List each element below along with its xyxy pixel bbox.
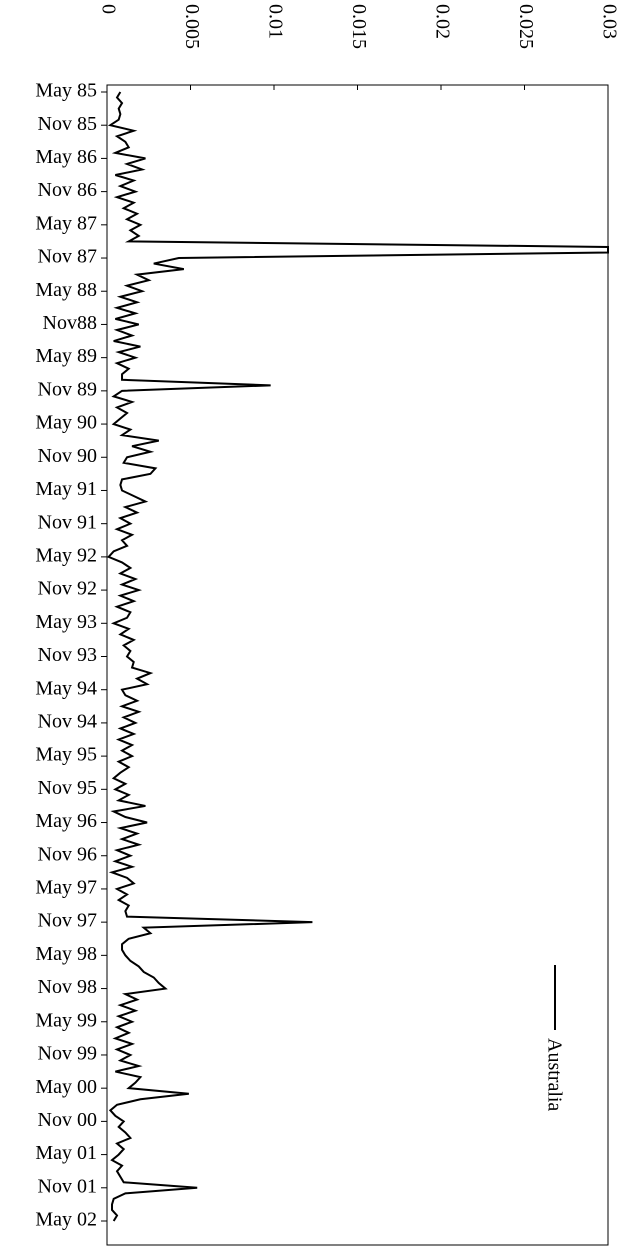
x-tick-label: Nov 96 [38, 843, 97, 865]
x-tick-label: May 92 [35, 544, 97, 566]
x-tick-label: May 96 [35, 810, 97, 832]
x-tick-label: Nov 85 [38, 113, 97, 135]
x-tick-label: May 89 [35, 345, 97, 367]
x-tick-label: May 00 [35, 1076, 97, 1098]
x-tick-label: Nov 95 [38, 777, 97, 799]
y-tick-label: 0 [97, 4, 119, 14]
x-tick-label: Nov 93 [38, 644, 97, 666]
y-tick-label: 0.03 [598, 4, 620, 39]
y-tick-label: 0.015 [348, 4, 370, 49]
y-tick-label: 0.005 [181, 4, 203, 49]
y-tick-label: 0.025 [515, 4, 537, 49]
x-tick-label: May 91 [35, 478, 97, 500]
x-tick-label: May 98 [35, 943, 97, 965]
x-tick-label: May 01 [35, 1142, 97, 1164]
x-tick-label: Nov88 [43, 312, 97, 334]
x-tick-label: May 97 [35, 877, 97, 899]
x-tick-label: Nov 97 [38, 910, 97, 932]
x-tick-label: Nov 87 [38, 246, 97, 268]
x-tick-label: Nov 91 [38, 511, 97, 533]
x-tick-label: Nov 94 [38, 711, 97, 733]
x-tick-label: Nov 89 [38, 378, 97, 400]
plot-frame [106, 84, 609, 1246]
x-tick-label: May 86 [35, 146, 97, 168]
x-tick-label: May 87 [35, 212, 97, 234]
x-tick-label: May 88 [35, 279, 97, 301]
x-tick-label: May 94 [35, 677, 97, 699]
x-tick-label: May 90 [35, 412, 97, 434]
x-tick-label: Nov 01 [38, 1175, 97, 1197]
x-tick-label: May 95 [35, 744, 97, 766]
x-tick-label: May 93 [35, 611, 97, 633]
x-tick-label: Nov 86 [38, 179, 97, 201]
x-tick-label: May 02 [35, 1209, 97, 1231]
x-tick-label: Nov 98 [38, 976, 97, 998]
data-line [106, 91, 609, 1222]
x-tick-label: Nov 90 [38, 445, 97, 467]
y-tick-label: 0.02 [431, 4, 453, 39]
x-tick-label: Nov 00 [38, 1109, 97, 1131]
y-tick-label: 0.01 [264, 4, 286, 39]
x-tick-label: Nov 99 [38, 1043, 97, 1065]
x-tick-label: Nov 92 [38, 578, 97, 600]
x-tick-label: May 85 [35, 80, 97, 102]
legend-label: Australia [543, 1038, 565, 1111]
x-tick-label: May 99 [35, 1009, 97, 1031]
